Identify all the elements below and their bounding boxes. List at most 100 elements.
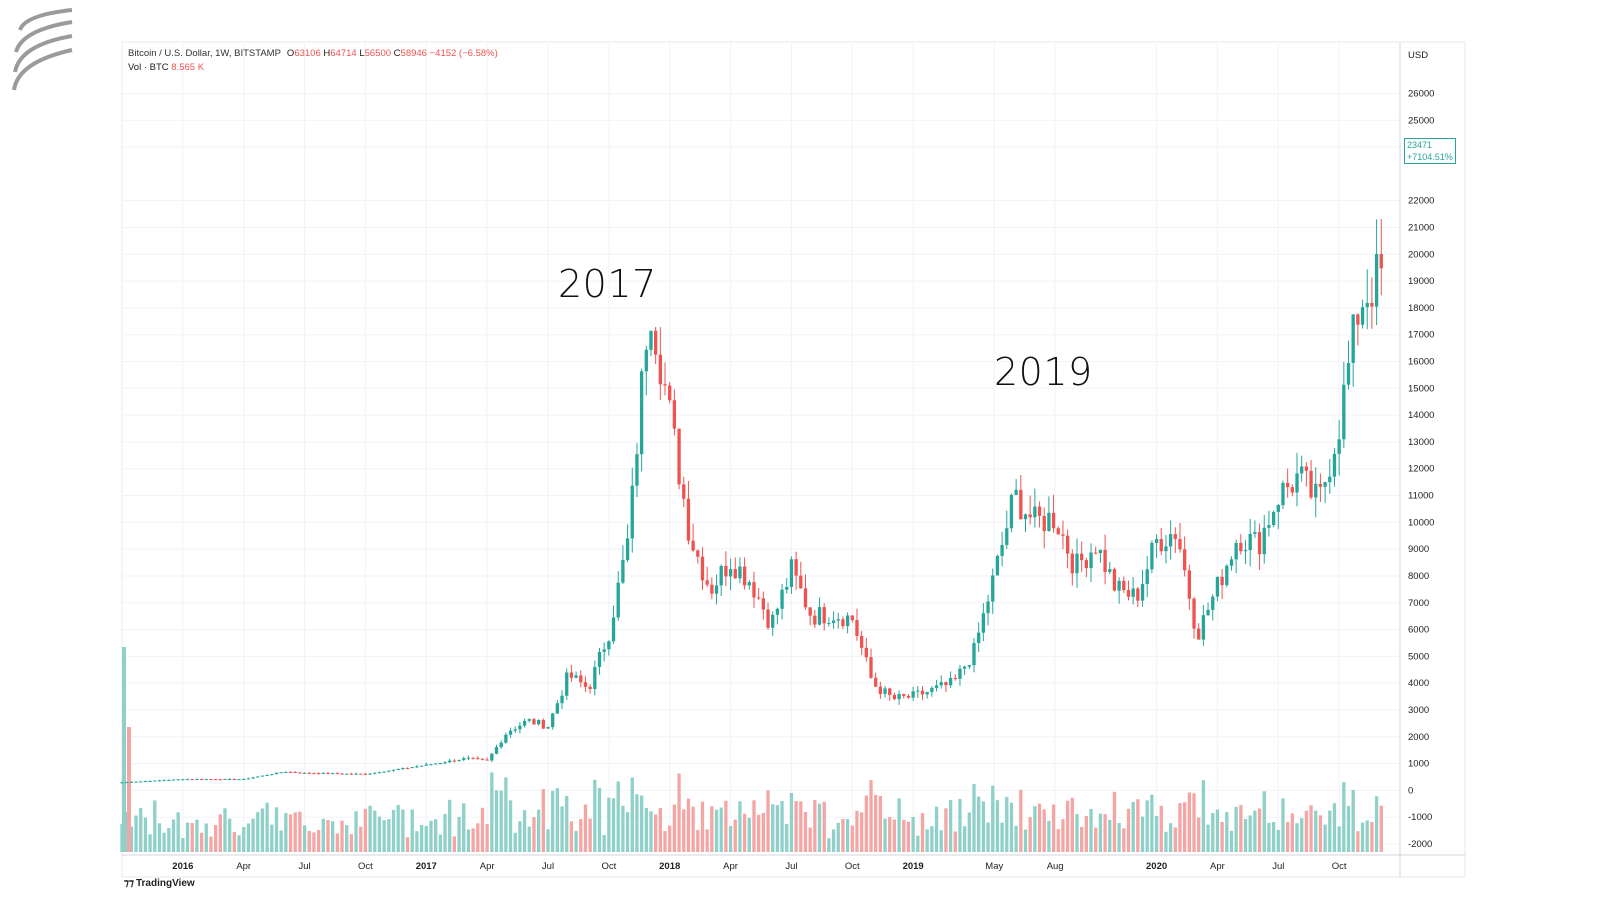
candle-body	[630, 485, 634, 539]
candle-body	[157, 780, 162, 782]
volume-bar	[799, 801, 803, 852]
volume-bar	[733, 819, 737, 852]
volume-bar	[785, 823, 789, 852]
candle-body	[1323, 482, 1327, 487]
candle-body	[948, 677, 953, 686]
candle-body	[1089, 552, 1093, 569]
candle-body	[621, 560, 625, 583]
volume-bar	[569, 821, 574, 852]
volume-bar	[1243, 819, 1248, 852]
volume-bar	[1332, 803, 1337, 852]
volume-bar	[541, 789, 545, 852]
candle-body	[382, 771, 386, 773]
candle-body	[593, 667, 597, 689]
candle-body	[153, 780, 157, 782]
candle-body	[625, 538, 630, 561]
x-tick-label: Jul	[785, 861, 797, 872]
candle-body	[1332, 453, 1337, 477]
volume-bar	[1000, 822, 1004, 852]
candle-body	[373, 772, 377, 774]
candle-body	[649, 330, 653, 350]
candle-body	[499, 742, 503, 748]
volume-bar	[1051, 804, 1056, 852]
volume-bar	[813, 800, 817, 852]
candle-body	[700, 556, 705, 581]
volume-bar	[682, 809, 686, 852]
volume-bar	[1253, 810, 1257, 852]
change-value: −4152 (−6.58%)	[429, 48, 498, 59]
candle-body	[148, 780, 152, 782]
candle-body	[504, 734, 508, 743]
candle-body	[799, 575, 803, 589]
candle-body	[1267, 525, 1271, 528]
volume-bar	[532, 817, 536, 852]
volume-bar	[1075, 813, 1079, 852]
volume-bar	[752, 800, 756, 852]
candle-body	[307, 772, 311, 774]
candle-body	[1136, 588, 1140, 601]
volume-bar	[644, 807, 648, 852]
y-tick-label: 16000	[1408, 357, 1434, 368]
candle-body	[569, 672, 574, 678]
volume-bar	[775, 805, 780, 852]
candle-body	[1370, 302, 1374, 307]
tradingview-brand[interactable]: ⁊⁊ TradingView	[124, 878, 195, 889]
volume-bar	[738, 801, 742, 852]
volume-bar	[326, 820, 330, 852]
candle-body	[1117, 580, 1121, 591]
candle-body	[1290, 487, 1294, 493]
volume-bar	[368, 805, 372, 852]
y-tick-label: -1000	[1408, 812, 1432, 823]
candle-body	[223, 778, 227, 780]
candle-body	[443, 762, 447, 764]
volume-bar	[1290, 813, 1294, 852]
candle-body	[232, 778, 237, 780]
x-tick-label: Apr	[1210, 861, 1225, 872]
volume-bar	[1309, 805, 1313, 852]
x-tick-label: Apr	[480, 861, 495, 872]
candle-body	[1197, 628, 1201, 640]
volume-bar	[536, 809, 541, 852]
candle-body	[1037, 506, 1042, 516]
volume-bar	[316, 830, 321, 852]
candle-body	[934, 685, 939, 688]
candle-body	[859, 635, 864, 648]
volume-bar	[1356, 831, 1360, 852]
volume-bar	[429, 820, 433, 852]
volume-bar	[223, 808, 227, 852]
volume-bar	[307, 831, 311, 852]
candle-body	[518, 725, 522, 730]
candle-body	[476, 758, 480, 760]
candle-body	[513, 729, 517, 731]
candle-body	[827, 623, 831, 625]
volume-bar	[1183, 802, 1187, 852]
x-tick-label: Jul	[1272, 861, 1284, 872]
volume-bar	[1267, 822, 1271, 852]
candle-body	[672, 400, 677, 429]
y-tick-label: 5000	[1408, 651, 1429, 662]
volume-bar	[448, 799, 452, 852]
volume-bar	[977, 796, 981, 852]
volume-bar	[284, 812, 288, 852]
candle-body	[185, 779, 190, 781]
candle-body	[462, 758, 466, 760]
candle-body	[1337, 439, 1341, 454]
volume-bar	[780, 800, 784, 852]
volume-bar	[948, 800, 953, 852]
x-tick-label: 2019	[903, 861, 924, 872]
price-scale-currency[interactable]: USD	[1408, 50, 1429, 61]
volume-bar	[1061, 819, 1065, 852]
x-tick-label: 2016	[172, 861, 193, 872]
candle-body	[705, 580, 709, 585]
candle-body	[658, 354, 663, 385]
candle-body	[663, 384, 667, 386]
x-tick-label: Oct	[1332, 861, 1347, 872]
volume-bar	[279, 830, 283, 852]
y-tick-label: 6000	[1408, 625, 1429, 636]
candle-body	[1159, 539, 1163, 552]
volume-bar	[1257, 808, 1262, 852]
volume-bar	[1042, 809, 1046, 852]
candle-body	[878, 686, 883, 694]
candle-body	[1108, 569, 1112, 573]
candle-body	[602, 649, 606, 652]
